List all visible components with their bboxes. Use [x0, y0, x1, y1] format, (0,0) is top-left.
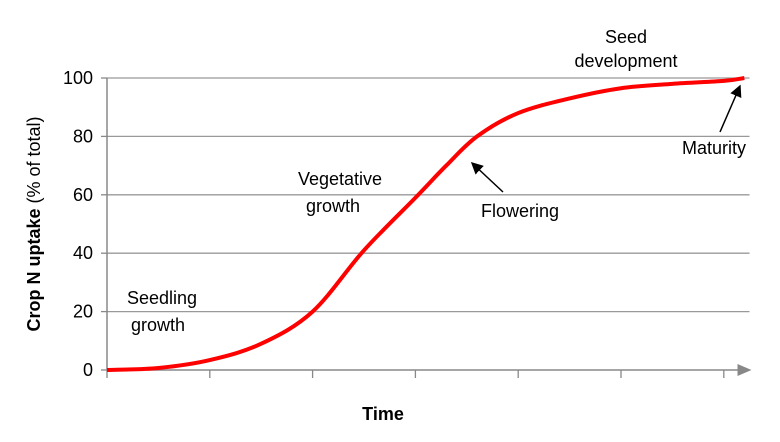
- x-axis-label: Time: [362, 404, 404, 424]
- maturity-arrow: [719, 84, 742, 133]
- n-uptake-curve: [106, 76, 745, 372]
- y-tick-label: 20: [73, 302, 93, 322]
- x-axis-arrow: [737, 364, 752, 376]
- y-axis-label: Crop N uptake (% of total): [24, 116, 44, 331]
- y-tick-label: 100: [63, 68, 93, 88]
- annotation-seed-development: Seed development: [574, 27, 677, 71]
- y-tick-label: 60: [73, 185, 93, 205]
- flowering-arrow: [470, 161, 504, 193]
- annotation-flowering: Flowering: [481, 201, 559, 221]
- y-tick-label: 0: [83, 360, 93, 380]
- annotation-vegetative: Vegetative growth: [298, 169, 382, 216]
- annotation-maturity: Maturity: [682, 138, 746, 158]
- y-tick-label: 80: [73, 126, 93, 146]
- y-tick-label: 40: [73, 243, 93, 263]
- annotation-seedling: Seedling growth: [127, 288, 197, 335]
